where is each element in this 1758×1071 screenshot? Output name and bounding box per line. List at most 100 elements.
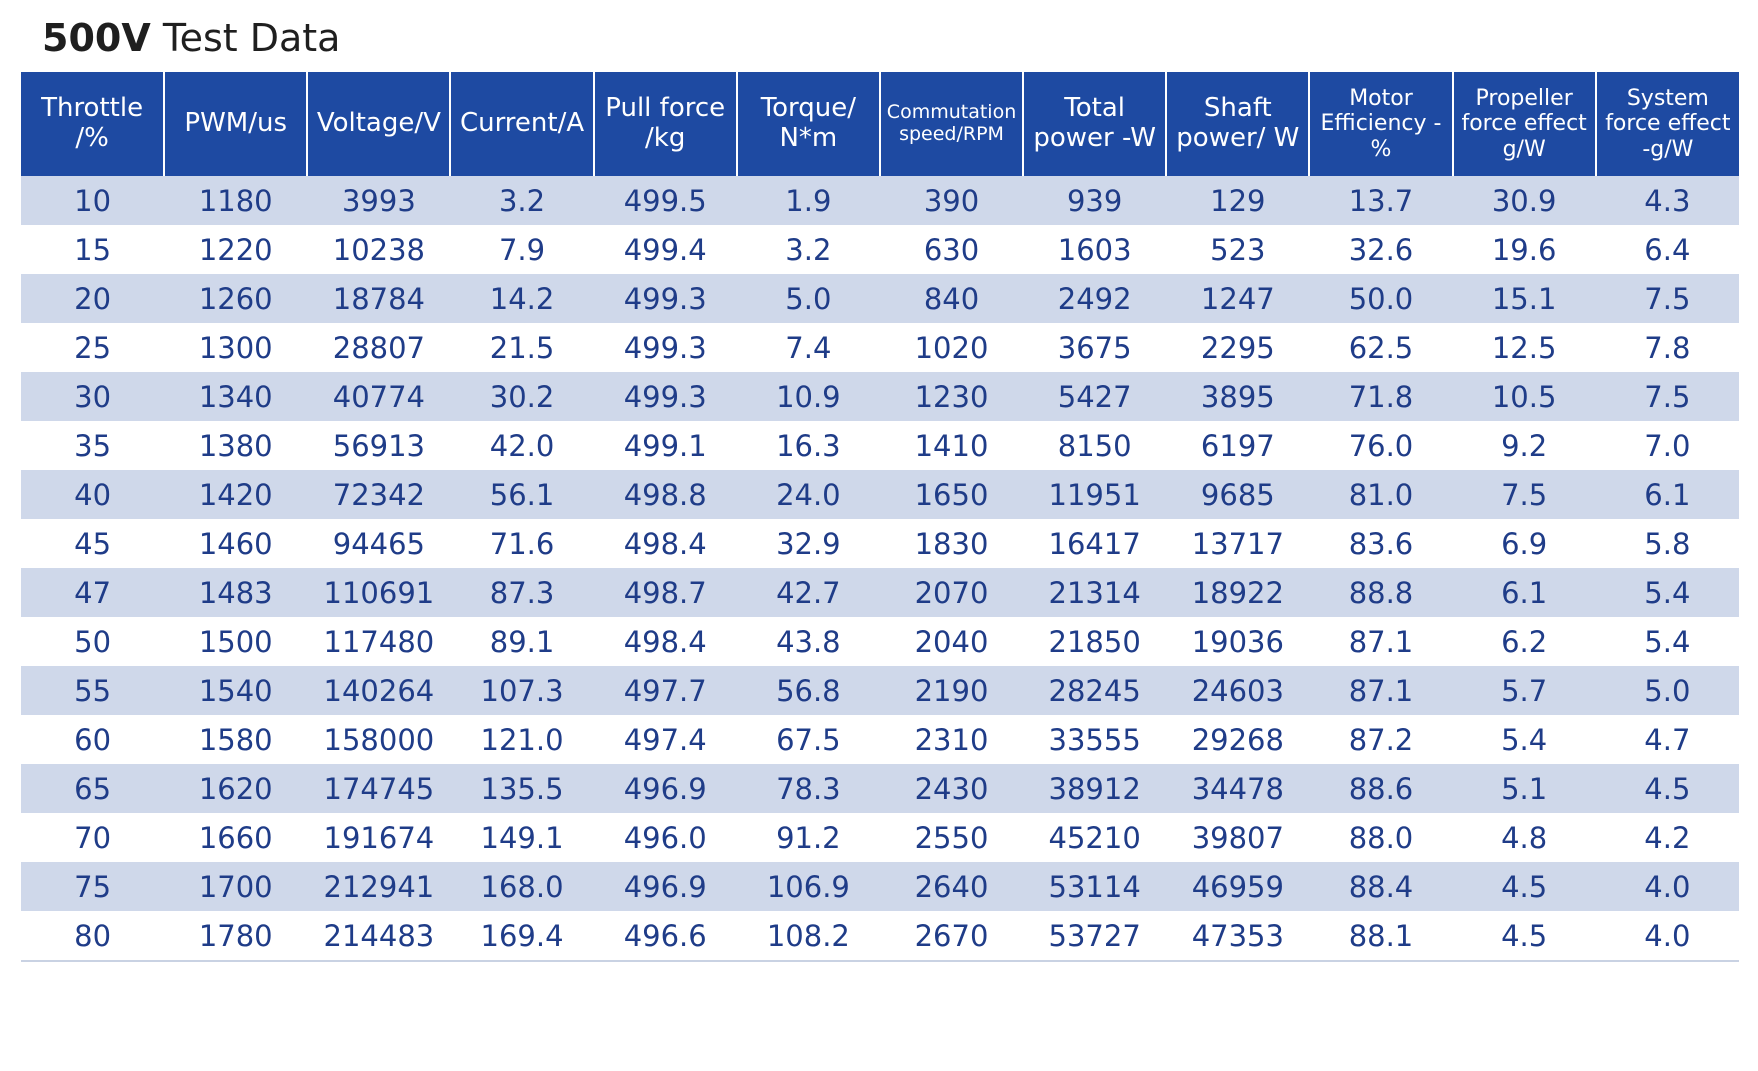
table-cell: 2550 (879, 813, 1024, 862)
column-header-line: PWM/us (184, 108, 288, 139)
table-cell: 88.0 (1309, 813, 1453, 862)
table-cell: 496.9 (593, 862, 737, 911)
table-cell: 2640 (879, 862, 1024, 911)
table-cell: 9685 (1166, 470, 1310, 519)
table-cell: 1483 (164, 568, 308, 617)
table-cell: 50.0 (1309, 274, 1453, 323)
table-cell: 30.9 (1452, 176, 1596, 225)
table-cell: 3675 (1023, 323, 1167, 372)
table-cell: 30.2 (450, 372, 594, 421)
table-row: 20 1260 18784 14.2 499.3 5.0 840 2492 1247 50.0 15… (21, 274, 1739, 323)
column-header-line: Motor (1349, 86, 1413, 112)
table-cell: 499.5 (593, 176, 737, 225)
table-cell: 121.0 (450, 715, 594, 764)
table-cell: 497.4 (593, 715, 737, 764)
table-cell: 71.8 (1309, 372, 1453, 421)
table-cell: 67.5 (736, 715, 880, 764)
table-cell: 24.0 (736, 470, 880, 519)
table-cell: 5.1 (1452, 764, 1596, 813)
table-cell: 1180 (164, 176, 308, 225)
table-cell: 110691 (307, 568, 451, 617)
column-header: Shaft power/ W (1165, 72, 1310, 176)
column-header: Total power -W (1022, 72, 1167, 176)
title-text: Test Data (162, 16, 341, 60)
table-cell: 2295 (1166, 323, 1310, 372)
table-cell: 1230 (879, 372, 1024, 421)
table-cell: 14.2 (450, 274, 594, 323)
table-cell: 7.5 (1452, 470, 1596, 519)
table-cell: 32.9 (736, 519, 880, 568)
table-cell: 2040 (879, 617, 1024, 666)
table-cell: 62.5 (1309, 323, 1453, 372)
table-cell: 1020 (879, 323, 1024, 372)
table-cell: 1780 (164, 911, 308, 962)
table-row: 55 1540 140264 107.3 497.7 56.8 2190 28245 24603… (21, 666, 1739, 715)
table-row: 10 1180 3993 3.2 499.5 1.9 390 939 129 13.7 30.9 4.… (21, 176, 1739, 225)
table-cell: 87.3 (450, 568, 594, 617)
column-header-line: g/W (1502, 136, 1546, 162)
table-cell: 2430 (879, 764, 1024, 813)
table-cell: 40774 (307, 372, 451, 421)
column-header-line: /kg (645, 123, 686, 153)
table-row: 75 1700 212941 168.0 496.9 106.9 2640 53114 4695… (21, 862, 1739, 911)
column-header-line: Current/A (459, 108, 585, 139)
table-cell: 1830 (879, 519, 1024, 568)
table-cell: 9.2 (1452, 421, 1596, 470)
table-cell: 1340 (164, 372, 308, 421)
table-cell: 117480 (307, 617, 451, 666)
table-cell: 12.5 (1452, 323, 1596, 372)
table-cell: 42.7 (736, 568, 880, 617)
table-cell: 5.7 (1452, 666, 1596, 715)
table-cell: 18784 (307, 274, 451, 323)
table-cell: 11951 (1023, 470, 1167, 519)
table-row: 50 1500 117480 89.1 498.4 43.8 2040 21850 19036 8… (21, 617, 1739, 666)
table-cell: 107.3 (450, 666, 594, 715)
table-cell: 88.8 (1309, 568, 1453, 617)
table-cell: 2190 (879, 666, 1024, 715)
table-cell: 4.5 (1595, 764, 1739, 813)
table-cell: 5.0 (1595, 666, 1739, 715)
table-row: 47 1483 110691 87.3 498.7 42.7 2070 21314 18922 8… (21, 568, 1739, 617)
column-header-line: Torque/ (760, 93, 857, 124)
column-header-line: power/ W (1176, 123, 1300, 153)
column-header: Current/A (449, 72, 594, 176)
table-cell: 87.1 (1309, 666, 1453, 715)
table-cell: 53114 (1023, 862, 1167, 911)
table-cell: 34478 (1166, 764, 1310, 813)
table-cell: 53727 (1023, 911, 1167, 962)
table-cell: 3993 (307, 176, 451, 225)
table-cell: 39807 (1166, 813, 1310, 862)
table-cell: 174745 (307, 764, 451, 813)
table-cell: 6.9 (1452, 519, 1596, 568)
table-cell: 1410 (879, 421, 1024, 470)
column-header: Commutation speed/RPM (878, 72, 1024, 176)
table-cell: 1460 (164, 519, 308, 568)
column-header-line: Voltage/V (316, 108, 441, 139)
table-cell: 33555 (1023, 715, 1167, 764)
table-cell: 47353 (1166, 911, 1310, 962)
table-cell: 50 (21, 617, 165, 666)
table-cell: 10238 (307, 225, 451, 274)
column-header-line: Total (1064, 93, 1126, 124)
column-header: PWM/us (163, 72, 308, 176)
table-cell: 28807 (307, 323, 451, 372)
column-header-line: System (1626, 86, 1709, 112)
table-cell: 81.0 (1309, 470, 1453, 519)
column-header-line: /% (75, 123, 109, 153)
table-cell: 16417 (1023, 519, 1167, 568)
column-header: Throttle/% (21, 72, 165, 176)
table-cell: 28245 (1023, 666, 1167, 715)
table-cell: 72342 (307, 470, 451, 519)
table-cell: 1220 (164, 225, 308, 274)
table-cell: 108.2 (736, 911, 880, 962)
column-header-line: Propeller (1475, 86, 1573, 112)
table-cell: 523 (1166, 225, 1310, 274)
table-cell: 4.0 (1595, 911, 1739, 962)
page-title: 500V Test Data (42, 14, 340, 62)
table-row: 65 1620 174745 135.5 496.9 78.3 2430 38912 34478… (21, 764, 1739, 813)
table-cell: 6.1 (1595, 470, 1739, 519)
table-cell: 15 (21, 225, 165, 274)
table-cell: 25 (21, 323, 165, 372)
table-cell: 56.1 (450, 470, 594, 519)
table-cell: 5.8 (1595, 519, 1739, 568)
